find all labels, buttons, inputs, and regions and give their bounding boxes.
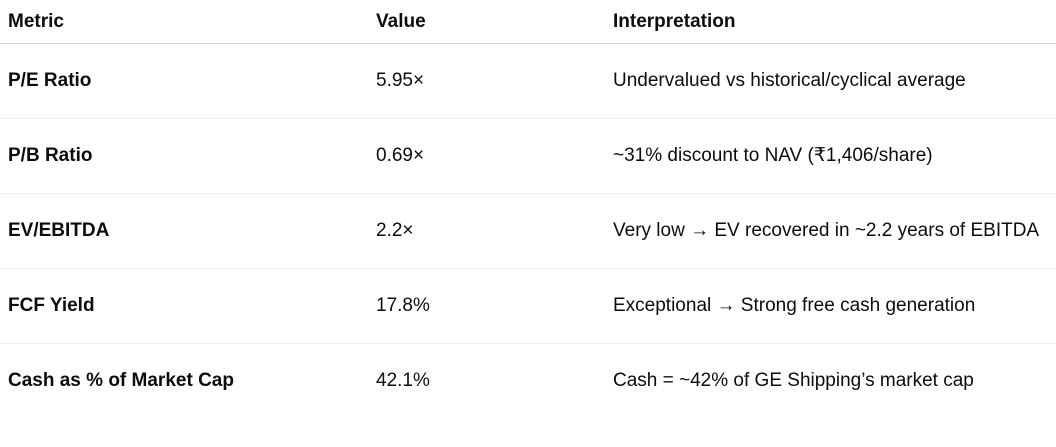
- value-cell: 42.1%: [376, 370, 430, 391]
- column-header-value: Value: [368, 0, 605, 44]
- metric-cell: P/B Ratio: [0, 118, 368, 194]
- metric-cell: Cash as % of Market Cap: [8, 370, 234, 391]
- value-cell: 17.8%: [368, 268, 605, 344]
- interpretation-cell: Exceptional → Strong free cash generatio…: [605, 268, 1056, 344]
- value-cell: 0.69×: [368, 118, 605, 194]
- table-row: P/B Ratio 0.69× ~31% discount to NAV (₹1…: [0, 118, 1056, 194]
- valuation-metrics-table: Metric Value Interpretation P/E Ratio 5.…: [0, 0, 1056, 419]
- interpretation-cell: Cash = ~42% of GE Shipping’s market cap: [613, 370, 974, 391]
- interpretation-cell: Undervalued vs historical/cyclical avera…: [605, 43, 1056, 119]
- value-cell: 5.95×: [368, 43, 605, 119]
- table-row: EV/EBITDA 2.2× Very low → EV recovered i…: [0, 193, 1056, 269]
- header-row: Metric Value Interpretation: [0, 0, 1056, 44]
- metric-cell: EV/EBITDA: [0, 193, 368, 269]
- metric-cell: FCF Yield: [0, 268, 368, 344]
- interpretation-cell: ~31% discount to NAV (₹1,406/share): [605, 118, 1056, 194]
- column-header-interpretation: Interpretation: [605, 0, 1056, 44]
- table-row: FCF Yield 17.8% Exceptional → Strong fre…: [0, 268, 1056, 344]
- table-row: Cash as % of Market Cap 42.1% Cash = ~42…: [0, 344, 1056, 419]
- metric-cell: P/E Ratio: [0, 43, 368, 119]
- column-header-metric: Metric: [0, 0, 368, 44]
- value-cell: 2.2×: [368, 193, 605, 269]
- interpretation-cell: Very low → EV recovered in ~2.2 years of…: [605, 193, 1056, 269]
- table-row: P/E Ratio 5.95× Undervalued vs historica…: [0, 43, 1056, 119]
